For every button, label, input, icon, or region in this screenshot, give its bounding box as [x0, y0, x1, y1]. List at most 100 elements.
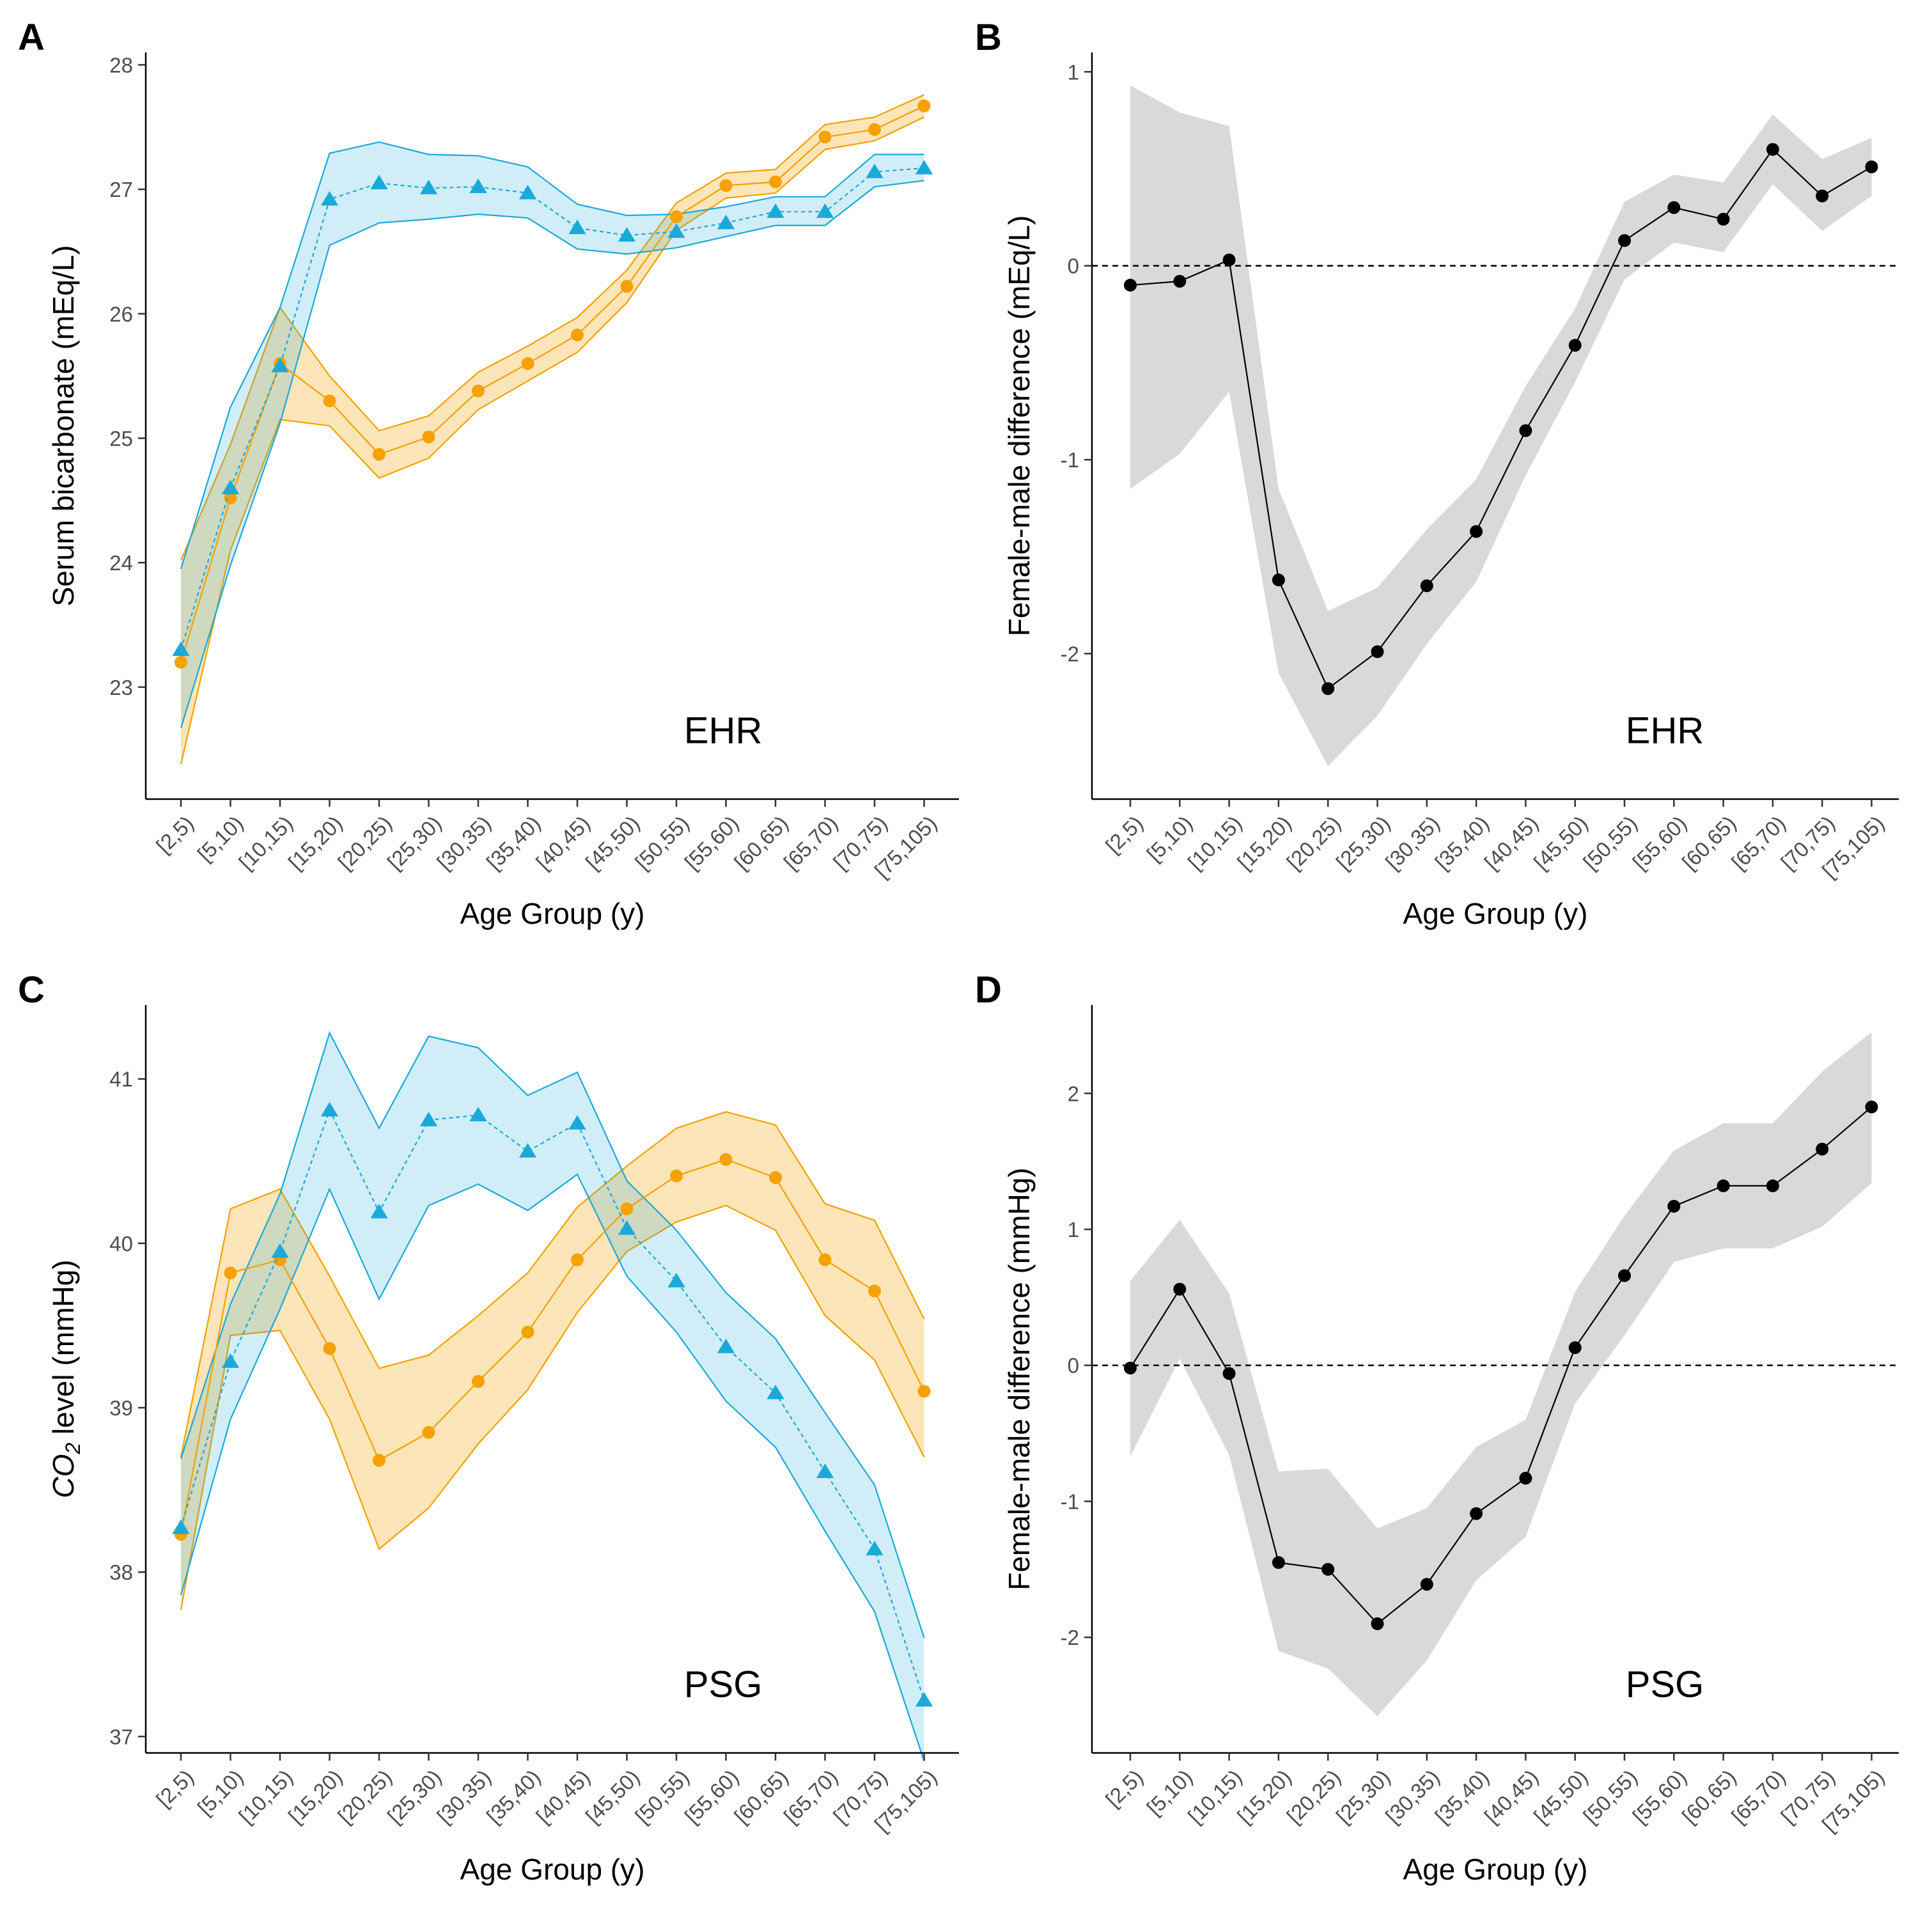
- male-confidence-band: [181, 142, 924, 728]
- y-tick-label: 27: [109, 178, 133, 201]
- dataset-annotation: PSG: [684, 1663, 763, 1705]
- male-series-line: [180, 167, 924, 650]
- difference-point: [1321, 682, 1335, 696]
- female-point: [224, 491, 237, 504]
- male-point: [469, 1107, 487, 1122]
- difference-point: [1865, 160, 1878, 173]
- male-point: [816, 203, 834, 218]
- y-tick-label: 38: [109, 1561, 133, 1584]
- difference-point: [1420, 579, 1433, 593]
- female-point: [571, 328, 584, 341]
- male-point: [618, 1220, 636, 1235]
- x-axis-title: Age Group (y): [1403, 1853, 1588, 1886]
- panel-letter: D: [975, 969, 1002, 1011]
- male-point: [320, 1101, 339, 1117]
- difference-point: [1766, 1179, 1779, 1192]
- male-point: [320, 191, 339, 206]
- y-tick-label: 39: [109, 1396, 133, 1420]
- female-series-line: [180, 105, 924, 663]
- y-tick-label: 25: [109, 426, 133, 450]
- panel-letter: B: [975, 17, 1002, 58]
- y-tick-label: 28: [109, 53, 133, 77]
- difference-series-line: [1130, 1106, 1873, 1625]
- y-tick-label: 23: [109, 676, 133, 699]
- y-tick-label: 0: [1068, 254, 1079, 278]
- female-point: [670, 210, 683, 223]
- female-point: [472, 1374, 485, 1388]
- difference-point: [1766, 143, 1779, 156]
- male-confidence-band: [181, 1032, 924, 1761]
- male-point: [915, 160, 933, 175]
- confidence-band: [1130, 1032, 1872, 1716]
- y-tick-label: 26: [109, 302, 133, 326]
- female-point: [620, 1202, 634, 1215]
- difference-point: [1173, 274, 1187, 288]
- difference-point: [1618, 234, 1631, 247]
- y-tick-label: 0: [1068, 1354, 1079, 1378]
- male-band-lower-edge: [180, 180, 924, 729]
- difference-point: [1519, 424, 1532, 437]
- female-point: [818, 1253, 832, 1266]
- difference-point: [1618, 1269, 1631, 1282]
- male-point: [816, 1463, 834, 1479]
- y-tick-label: 41: [109, 1068, 133, 1091]
- male-point: [221, 1353, 240, 1368]
- male-point: [667, 1273, 685, 1288]
- difference-point: [1717, 212, 1730, 226]
- female-point: [373, 448, 386, 461]
- difference-point: [1222, 1367, 1236, 1380]
- male-point: [221, 479, 240, 495]
- female-band-lower-edge: [180, 116, 924, 765]
- female-band-upper-edge: [180, 1110, 925, 1458]
- male-point: [172, 641, 190, 657]
- dataset-annotation: EHR: [684, 710, 762, 751]
- difference-point: [1124, 279, 1137, 292]
- female-series-line: [180, 1158, 925, 1535]
- male-point: [518, 1142, 537, 1158]
- female-point: [323, 1342, 336, 1355]
- male-band-lower-edge: [180, 1173, 925, 1762]
- female-point: [571, 1253, 584, 1266]
- y-tick-label: -1: [1061, 1490, 1079, 1513]
- x-axis-title: Age Group (y): [460, 1853, 645, 1886]
- female-point: [175, 655, 187, 669]
- dataset-annotation: PSG: [1626, 1663, 1704, 1705]
- y-tick-label: -2: [1061, 1626, 1079, 1649]
- difference-point: [1717, 1179, 1730, 1192]
- female-band-lower-edge: [180, 1204, 925, 1610]
- difference-point: [1568, 1341, 1582, 1355]
- difference-point: [1272, 573, 1285, 587]
- male-point: [866, 163, 884, 178]
- female-point: [373, 1454, 386, 1467]
- female-point: [521, 357, 534, 370]
- male-point: [717, 1338, 735, 1353]
- male-point: [370, 1204, 388, 1218]
- dataset-annotation: EHR: [1626, 710, 1704, 751]
- difference-point: [1816, 189, 1829, 203]
- female-point: [917, 1385, 931, 1398]
- female-point: [472, 384, 485, 398]
- female-confidence-band: [181, 1112, 924, 1610]
- difference-point: [1667, 1199, 1681, 1213]
- y-tick-label: 24: [109, 551, 133, 575]
- male-point: [271, 357, 289, 373]
- female-band-upper-edge: [180, 94, 924, 561]
- male-point: [568, 219, 586, 235]
- female-point: [224, 1266, 237, 1280]
- female-point: [719, 1153, 733, 1166]
- difference-point: [1420, 1578, 1433, 1591]
- x-axis-title: Age Group (y): [1403, 897, 1588, 930]
- male-point: [568, 1115, 586, 1130]
- y-tick-label: 40: [109, 1232, 133, 1256]
- difference-point: [1470, 525, 1483, 538]
- y-axis-title-main: level (mmHg): [47, 1259, 80, 1442]
- female-point: [818, 130, 832, 144]
- confidence-band: [1130, 85, 1872, 767]
- y-axis-title: Female-male difference (mmHg): [1002, 1167, 1036, 1590]
- panel-letter: C: [18, 969, 45, 1011]
- male-point: [717, 214, 735, 230]
- y-tick-label: 1: [1068, 60, 1079, 84]
- male-point: [667, 223, 685, 238]
- male-point: [518, 184, 537, 199]
